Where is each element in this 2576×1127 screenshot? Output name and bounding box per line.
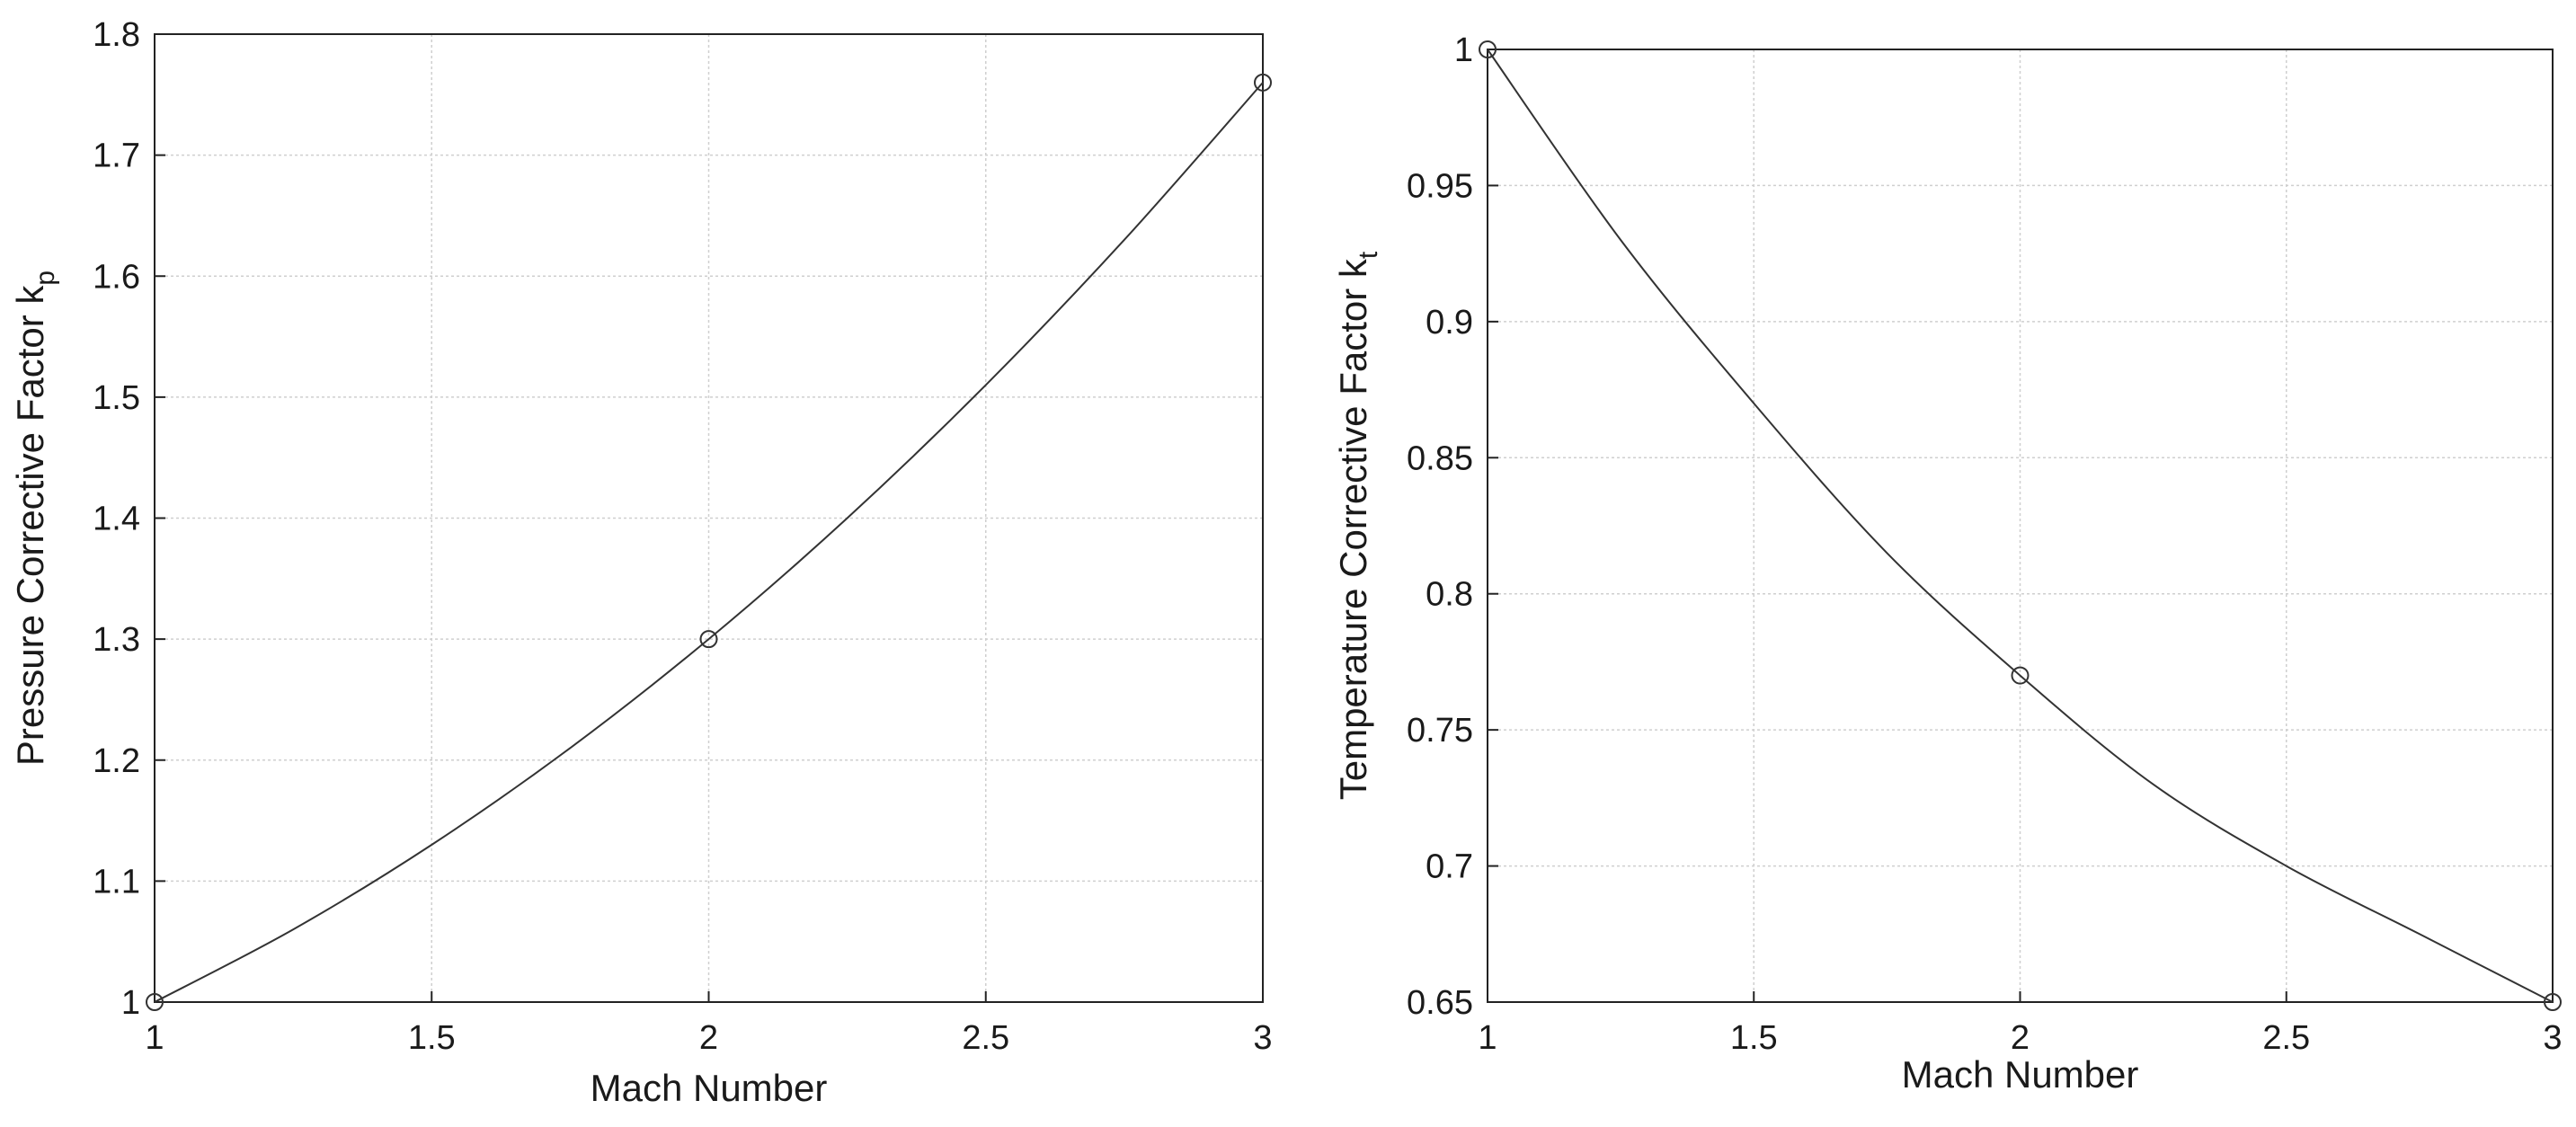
x-tick-label: 1.5 — [1730, 1019, 1778, 1057]
y-tick-label: 1.5 — [93, 379, 140, 417]
x-tick-label: 2 — [2011, 1019, 2030, 1057]
y-axis-label-subscript: p — [31, 271, 60, 286]
data-point-marker — [699, 630, 718, 649]
y-axis-label-subscript: t — [1354, 251, 1383, 259]
y-axis-label-text: Temperature Corrective Factor k — [1332, 258, 1374, 800]
data-point-marker — [2011, 666, 2030, 685]
y-tick-label: 1.8 — [93, 16, 140, 54]
data-point-marker — [146, 993, 164, 1011]
x-tick-label: 3 — [2543, 1019, 2562, 1057]
x-tick-label: 1 — [145, 1019, 164, 1057]
y-tick-label: 0.8 — [1426, 576, 1473, 614]
y-tick-label: 1 — [121, 984, 140, 1022]
y-tick-label: 0.85 — [1407, 439, 1473, 477]
y-tick-label: 0.95 — [1407, 167, 1473, 205]
series-line — [154, 82, 1264, 1003]
y-tick-label: 1 — [1454, 31, 1473, 69]
data-point-marker — [2544, 993, 2562, 1011]
y-axis-label-text: Pressure Corrective Factor k — [9, 285, 51, 766]
x-tick-label: 1.5 — [408, 1019, 456, 1057]
plot-frame — [154, 33, 1264, 1003]
y-tick-label: 0.9 — [1426, 304, 1473, 342]
y-tick-label: 1.4 — [93, 501, 140, 538]
y-tick-label: 1.3 — [93, 621, 140, 659]
temperature-factor-chart: 1 1.5 2 2.5 3 0.65 0.7 0.75 0.8 0.85 0.9 0.95 1 Mach … — [1332, 31, 2563, 1096]
y-tick-label: 0.7 — [1426, 848, 1473, 886]
x-tick-label: 1 — [1478, 1019, 1497, 1057]
x-tick-label: 2.5 — [962, 1019, 1009, 1057]
x-tick-label: 3 — [1253, 1019, 1272, 1057]
y-tick-label: 0.65 — [1407, 984, 1473, 1022]
y-tick-label: 0.75 — [1407, 712, 1473, 750]
x-axis-label: Mach Number — [1902, 1053, 2139, 1096]
y-tick-label: 1.7 — [93, 138, 140, 175]
pressure-factor-chart: 1 1.5 2 2.5 3 1 1.1 1.2 1.3 1.4 1.5 1.6 1.7 1.8 Mach N… — [9, 16, 1273, 1109]
y-tick-label: 1.2 — [93, 742, 140, 780]
series-line — [1487, 49, 2554, 1003]
y-tick-label: 1.6 — [93, 258, 140, 296]
x-tick-label: 2.5 — [2262, 1019, 2310, 1057]
y-tick-label: 1.1 — [93, 863, 140, 901]
data-point-marker — [1254, 73, 1272, 92]
x-tick-label: 2 — [699, 1019, 718, 1057]
y-axis-label: Pressure Corrective Factor kp — [9, 271, 60, 766]
x-axis-label: Mach Number — [591, 1067, 828, 1109]
y-axis-label: Temperature Corrective Factor kt — [1332, 251, 1383, 800]
data-point-marker — [1479, 40, 1497, 58]
